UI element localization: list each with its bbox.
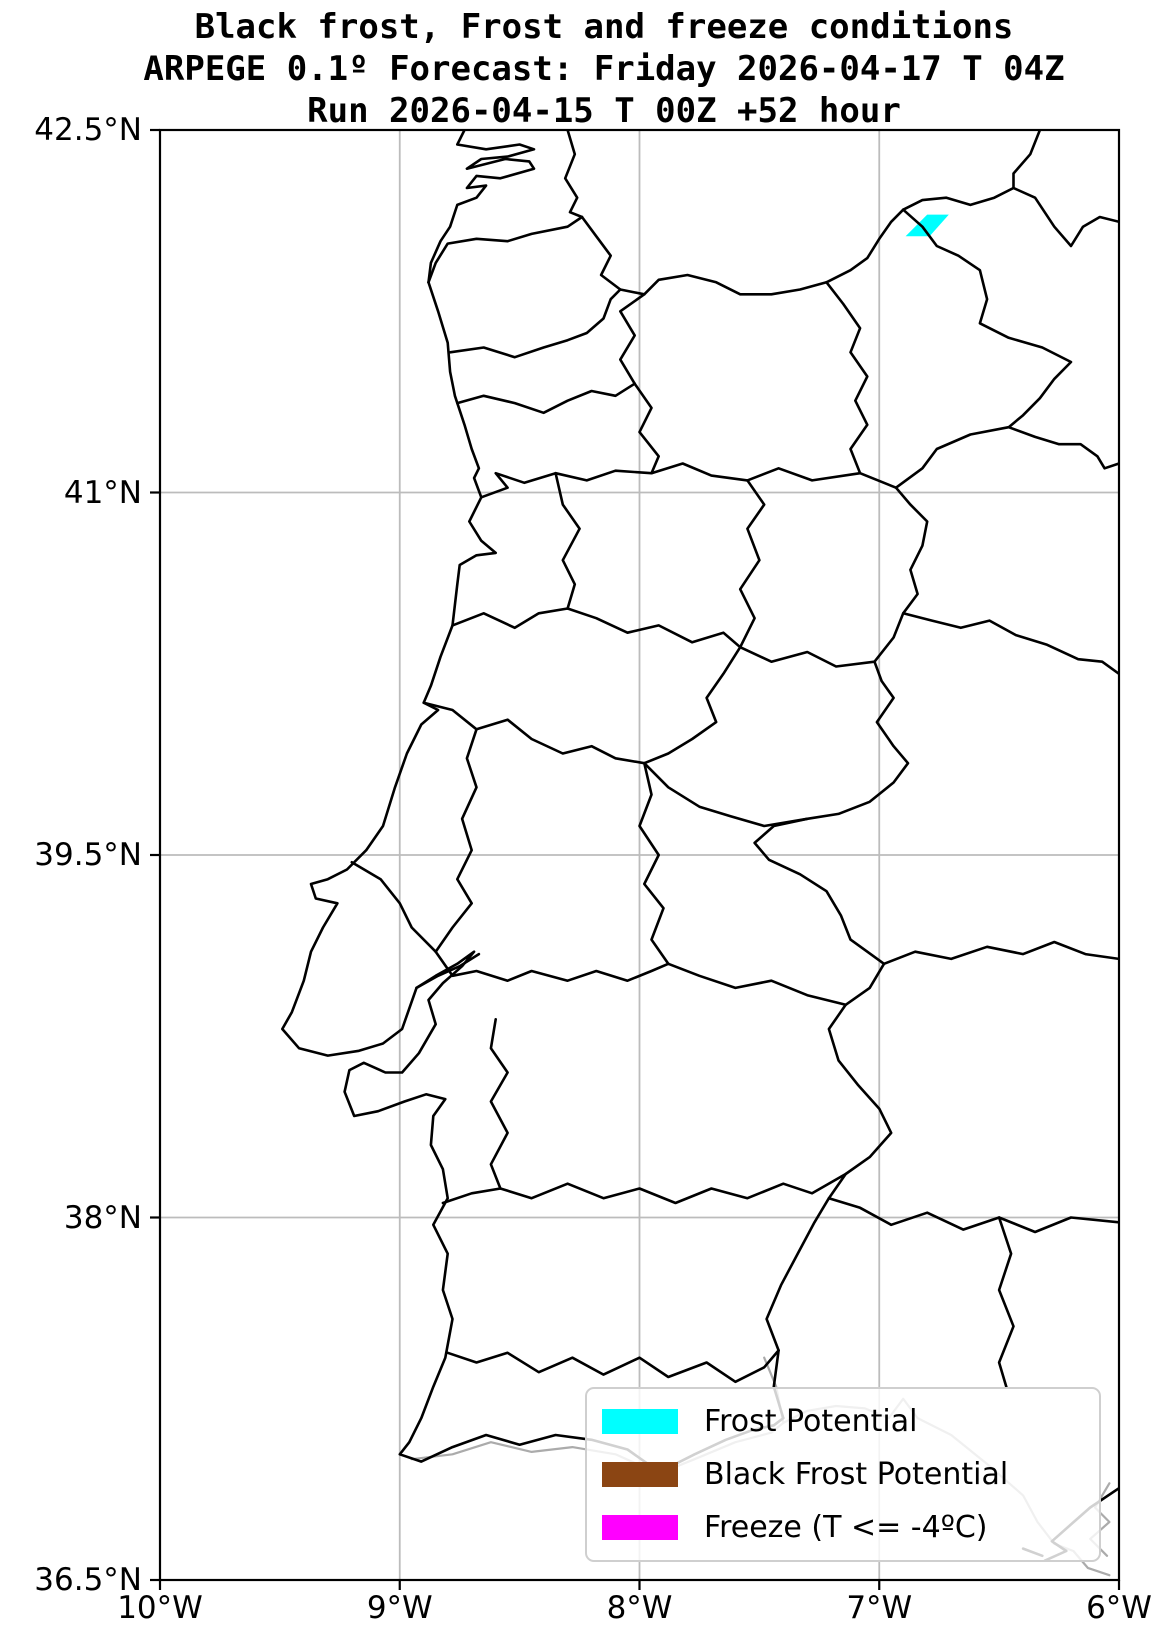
district-boundary-20	[554, 471, 581, 610]
x-tick-label-3: 7°W	[846, 1590, 913, 1626]
district-boundary-14	[448, 288, 622, 359]
map-legend: Frost Potential Black Frost Potential Fr…	[585, 1387, 1101, 1562]
x-tick-label-1: 9°W	[366, 1590, 433, 1626]
district-boundary-4	[1007, 425, 1119, 470]
district-boundary-31	[350, 861, 437, 953]
district-boundary-17	[633, 382, 660, 475]
district-boundary-19	[480, 462, 898, 499]
black-frost-potential-swatch	[602, 1462, 678, 1487]
district-boundary-26	[422, 701, 646, 765]
district-boundary-7	[827, 1196, 1119, 1234]
x-tick-label-4: 6°W	[1086, 1590, 1152, 1626]
district-boundary-21	[451, 607, 569, 630]
legend-label-black-frost: Black Frost Potential	[704, 1457, 1009, 1492]
district-boundary-25	[643, 645, 742, 765]
district-boundary-32	[434, 950, 670, 982]
district-boundary-1	[901, 186, 1119, 248]
plot-title-line2: ARPEGE 0.1º Forecast: Friday 2026-04-17 …	[143, 49, 1065, 89]
x-tick-label-2: 8°W	[606, 1590, 673, 1626]
district-boundary-5	[901, 612, 1119, 676]
district-boundary-15	[456, 382, 636, 415]
district-boundary-36	[446, 1349, 780, 1384]
plot-title-line3: Run 2026-04-15 T 00Z +52 hour	[307, 91, 901, 131]
y-tick-label-3: 38°N	[63, 1199, 142, 1236]
district-boundary-6	[882, 940, 1119, 966]
freeze-swatch	[602, 1515, 678, 1541]
legend-label-frost: Frost Potential	[704, 1403, 918, 1439]
y-tick-label-1: 41°N	[63, 474, 142, 511]
legend-label-freeze: Freeze (T <= -4ºC)	[704, 1510, 988, 1546]
district-boundary-12	[563, 130, 584, 219]
frost-potential-patch	[905, 214, 949, 237]
district-boundary-11	[427, 130, 536, 284]
legend-item-black-frost: Black Frost Potential	[587, 1450, 1099, 1500]
district-boundary-18	[825, 281, 869, 475]
district-boundary-8	[997, 1216, 1015, 1388]
district-boundary-22	[566, 607, 742, 649]
y-tick-label-0: 42.5°N	[34, 112, 142, 148]
district-boundary-34	[489, 1018, 509, 1190]
y-tick-label-4: 36.5°N	[34, 1562, 142, 1598]
plot-title: Black frost, Frost and freeze conditions…	[143, 6, 1064, 132]
plot-title-line1: Black frost, Frost and freeze conditions	[194, 7, 1014, 47]
legend-item-freeze: Freeze (T <= -4ºC)	[587, 1503, 1099, 1553]
x-tick-label-0: 10°W	[117, 1590, 203, 1626]
district-boundary-0	[427, 208, 905, 296]
district-boundary-29	[638, 761, 670, 966]
y-tick-label-2: 39.5°N	[34, 837, 142, 873]
frost-potential-swatch	[602, 1408, 678, 1434]
district-boundary-35	[441, 1172, 847, 1205]
district-boundary-30	[667, 962, 847, 1007]
district-boundary-27	[643, 761, 809, 828]
district-boundary-23	[738, 479, 766, 649]
district-boundary-3	[753, 208, 1073, 1420]
legend-item-frost: Frost Potential	[587, 1396, 1099, 1446]
district-boundary-2	[1012, 130, 1042, 190]
district-boundary-16	[619, 293, 646, 385]
district-boundary-24	[738, 645, 876, 668]
district-boundary-13	[281, 281, 785, 1468]
district-boundary-33	[415, 952, 481, 990]
district-boundary-28	[434, 728, 478, 953]
